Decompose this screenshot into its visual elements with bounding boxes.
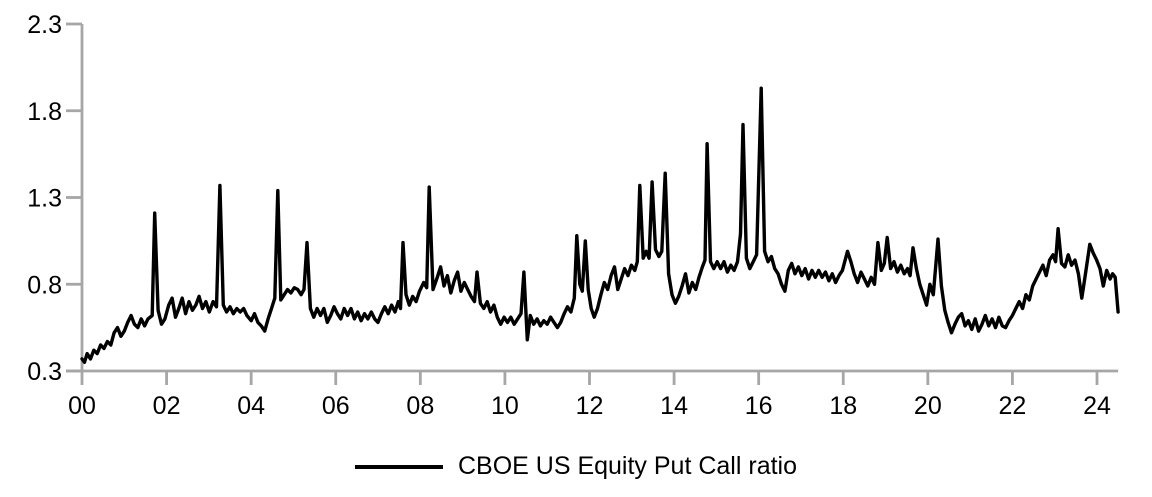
x-axis-tick-label: 20 xyxy=(914,392,942,420)
y-axis-tick-label: 2.3 xyxy=(27,11,62,39)
x-axis-tick-label: 14 xyxy=(660,392,688,420)
y-axis-tick-label: 0.8 xyxy=(27,271,62,299)
x-axis-tick-label: 06 xyxy=(322,392,350,420)
x-axis-tick-label: 22 xyxy=(999,392,1027,420)
x-axis-tick-label: 04 xyxy=(237,392,265,420)
x-axis-tick-label: 18 xyxy=(829,392,857,420)
x-axis-tick-label: 08 xyxy=(406,392,434,420)
x-axis-tick-label: 00 xyxy=(68,392,96,420)
chart-legend: CBOE US Equity Put Call ratio xyxy=(0,454,1152,479)
y-axis-tick-label: 0.3 xyxy=(27,358,62,386)
y-axis-tick-label: 1.3 xyxy=(27,185,62,213)
y-axis-tick-label: 1.8 xyxy=(27,98,62,126)
x-axis-tick-label: 02 xyxy=(153,392,181,420)
x-axis-tick-label: 12 xyxy=(576,392,604,420)
x-axis-tick-label: 16 xyxy=(745,392,773,420)
x-axis-tick-label: 10 xyxy=(491,392,519,420)
legend-label: CBOE US Equity Put Call ratio xyxy=(457,452,797,480)
x-axis-tick-label: 24 xyxy=(1083,392,1111,420)
data-line-put-call-ratio xyxy=(80,86,1120,364)
legend-line-swatch xyxy=(354,464,443,469)
